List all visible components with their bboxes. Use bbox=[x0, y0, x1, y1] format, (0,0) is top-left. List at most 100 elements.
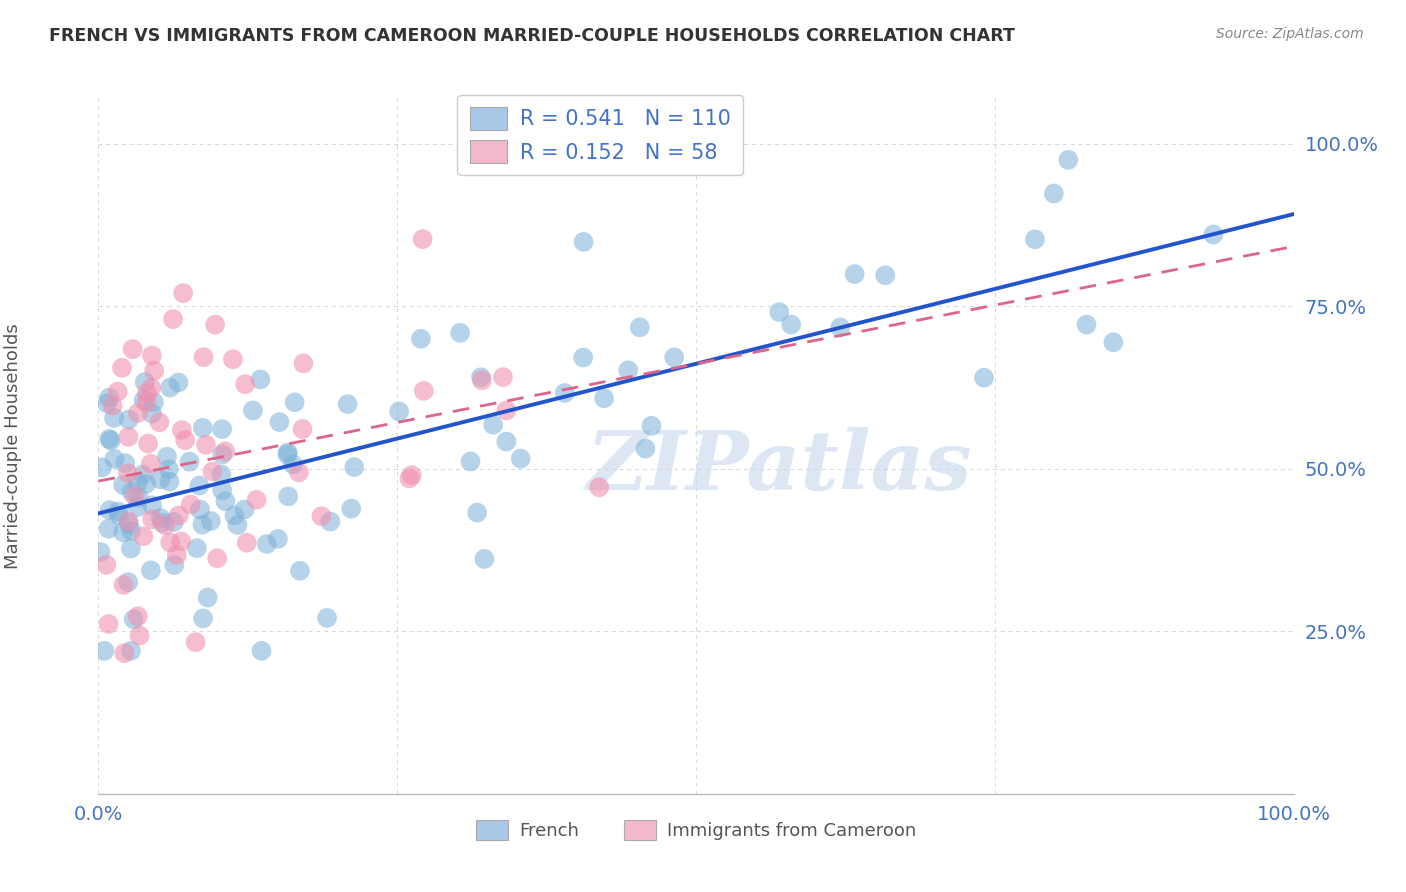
Point bbox=[128, 628, 150, 642]
Point bbox=[209, 467, 232, 482]
Point bbox=[388, 404, 411, 418]
Point bbox=[201, 464, 224, 478]
Point bbox=[226, 518, 249, 533]
Point bbox=[159, 475, 181, 489]
Point bbox=[117, 515, 139, 529]
Point bbox=[224, 508, 246, 523]
Point bbox=[1102, 335, 1125, 350]
Point bbox=[120, 524, 142, 538]
Point bbox=[97, 522, 120, 536]
Point bbox=[127, 406, 149, 420]
Point bbox=[844, 267, 866, 281]
Point bbox=[112, 525, 135, 540]
Point bbox=[139, 457, 162, 471]
Point bbox=[214, 444, 236, 458]
Point bbox=[112, 578, 135, 592]
Point bbox=[233, 377, 256, 392]
Point bbox=[409, 332, 432, 346]
Point bbox=[121, 342, 143, 356]
Point bbox=[186, 541, 208, 555]
Point bbox=[495, 403, 517, 417]
Point bbox=[401, 468, 423, 483]
Point bbox=[249, 372, 271, 386]
Point bbox=[93, 644, 115, 658]
Point bbox=[117, 467, 139, 481]
Point bbox=[188, 478, 211, 492]
Point bbox=[163, 515, 186, 529]
Point bbox=[117, 430, 139, 444]
Point bbox=[205, 551, 228, 566]
Point bbox=[291, 422, 314, 436]
Point bbox=[184, 635, 207, 649]
Point bbox=[288, 564, 311, 578]
Point bbox=[114, 456, 136, 470]
Point bbox=[640, 418, 662, 433]
Point bbox=[222, 352, 245, 367]
Point bbox=[149, 511, 172, 525]
Point bbox=[96, 396, 118, 410]
Point bbox=[277, 445, 299, 459]
Point bbox=[634, 442, 657, 456]
Point bbox=[128, 491, 150, 505]
Point bbox=[127, 609, 149, 624]
Point bbox=[180, 498, 202, 512]
Point bbox=[292, 356, 315, 370]
Point bbox=[572, 235, 595, 249]
Point bbox=[875, 268, 897, 283]
Point bbox=[142, 395, 165, 409]
Point bbox=[112, 646, 135, 660]
Point bbox=[103, 451, 125, 466]
Point bbox=[111, 360, 134, 375]
Point bbox=[1076, 318, 1098, 332]
Point bbox=[143, 364, 166, 378]
Point bbox=[172, 286, 194, 301]
Point bbox=[492, 370, 515, 384]
Point bbox=[311, 509, 333, 524]
Point bbox=[91, 460, 114, 475]
Point bbox=[465, 506, 488, 520]
Point bbox=[167, 508, 190, 523]
Point bbox=[250, 644, 273, 658]
Point bbox=[97, 617, 120, 632]
Point bbox=[118, 412, 141, 426]
Legend: French, Immigrants from Cameroon: French, Immigrants from Cameroon bbox=[468, 814, 924, 847]
Point bbox=[200, 514, 222, 528]
Point bbox=[412, 384, 434, 398]
Point bbox=[277, 489, 299, 503]
Point bbox=[159, 535, 181, 549]
Point bbox=[107, 505, 129, 519]
Point bbox=[768, 305, 790, 319]
Point bbox=[124, 489, 146, 503]
Point bbox=[166, 548, 188, 562]
Point bbox=[340, 501, 363, 516]
Point bbox=[156, 450, 179, 464]
Point bbox=[191, 517, 214, 532]
Point bbox=[233, 502, 256, 516]
Point bbox=[141, 512, 163, 526]
Point bbox=[120, 644, 142, 658]
Point bbox=[588, 480, 610, 494]
Point bbox=[141, 407, 163, 421]
Point bbox=[256, 537, 278, 551]
Point bbox=[149, 472, 172, 486]
Point bbox=[269, 415, 291, 429]
Point bbox=[120, 541, 142, 556]
Point bbox=[122, 612, 145, 626]
Point bbox=[242, 403, 264, 417]
Point bbox=[134, 375, 156, 389]
Point bbox=[98, 503, 121, 517]
Point bbox=[141, 381, 163, 395]
Point bbox=[108, 508, 131, 522]
Y-axis label: Married-couple Households: Married-couple Households bbox=[4, 323, 22, 569]
Point bbox=[121, 484, 143, 499]
Point bbox=[141, 349, 163, 363]
Point bbox=[593, 392, 616, 406]
Text: Source: ZipAtlas.com: Source: ZipAtlas.com bbox=[1216, 27, 1364, 41]
Point bbox=[1202, 227, 1225, 242]
Point bbox=[495, 434, 517, 449]
Point bbox=[170, 423, 193, 437]
Point bbox=[127, 475, 149, 490]
Point bbox=[1042, 186, 1064, 201]
Point bbox=[830, 320, 852, 334]
Point bbox=[162, 312, 184, 326]
